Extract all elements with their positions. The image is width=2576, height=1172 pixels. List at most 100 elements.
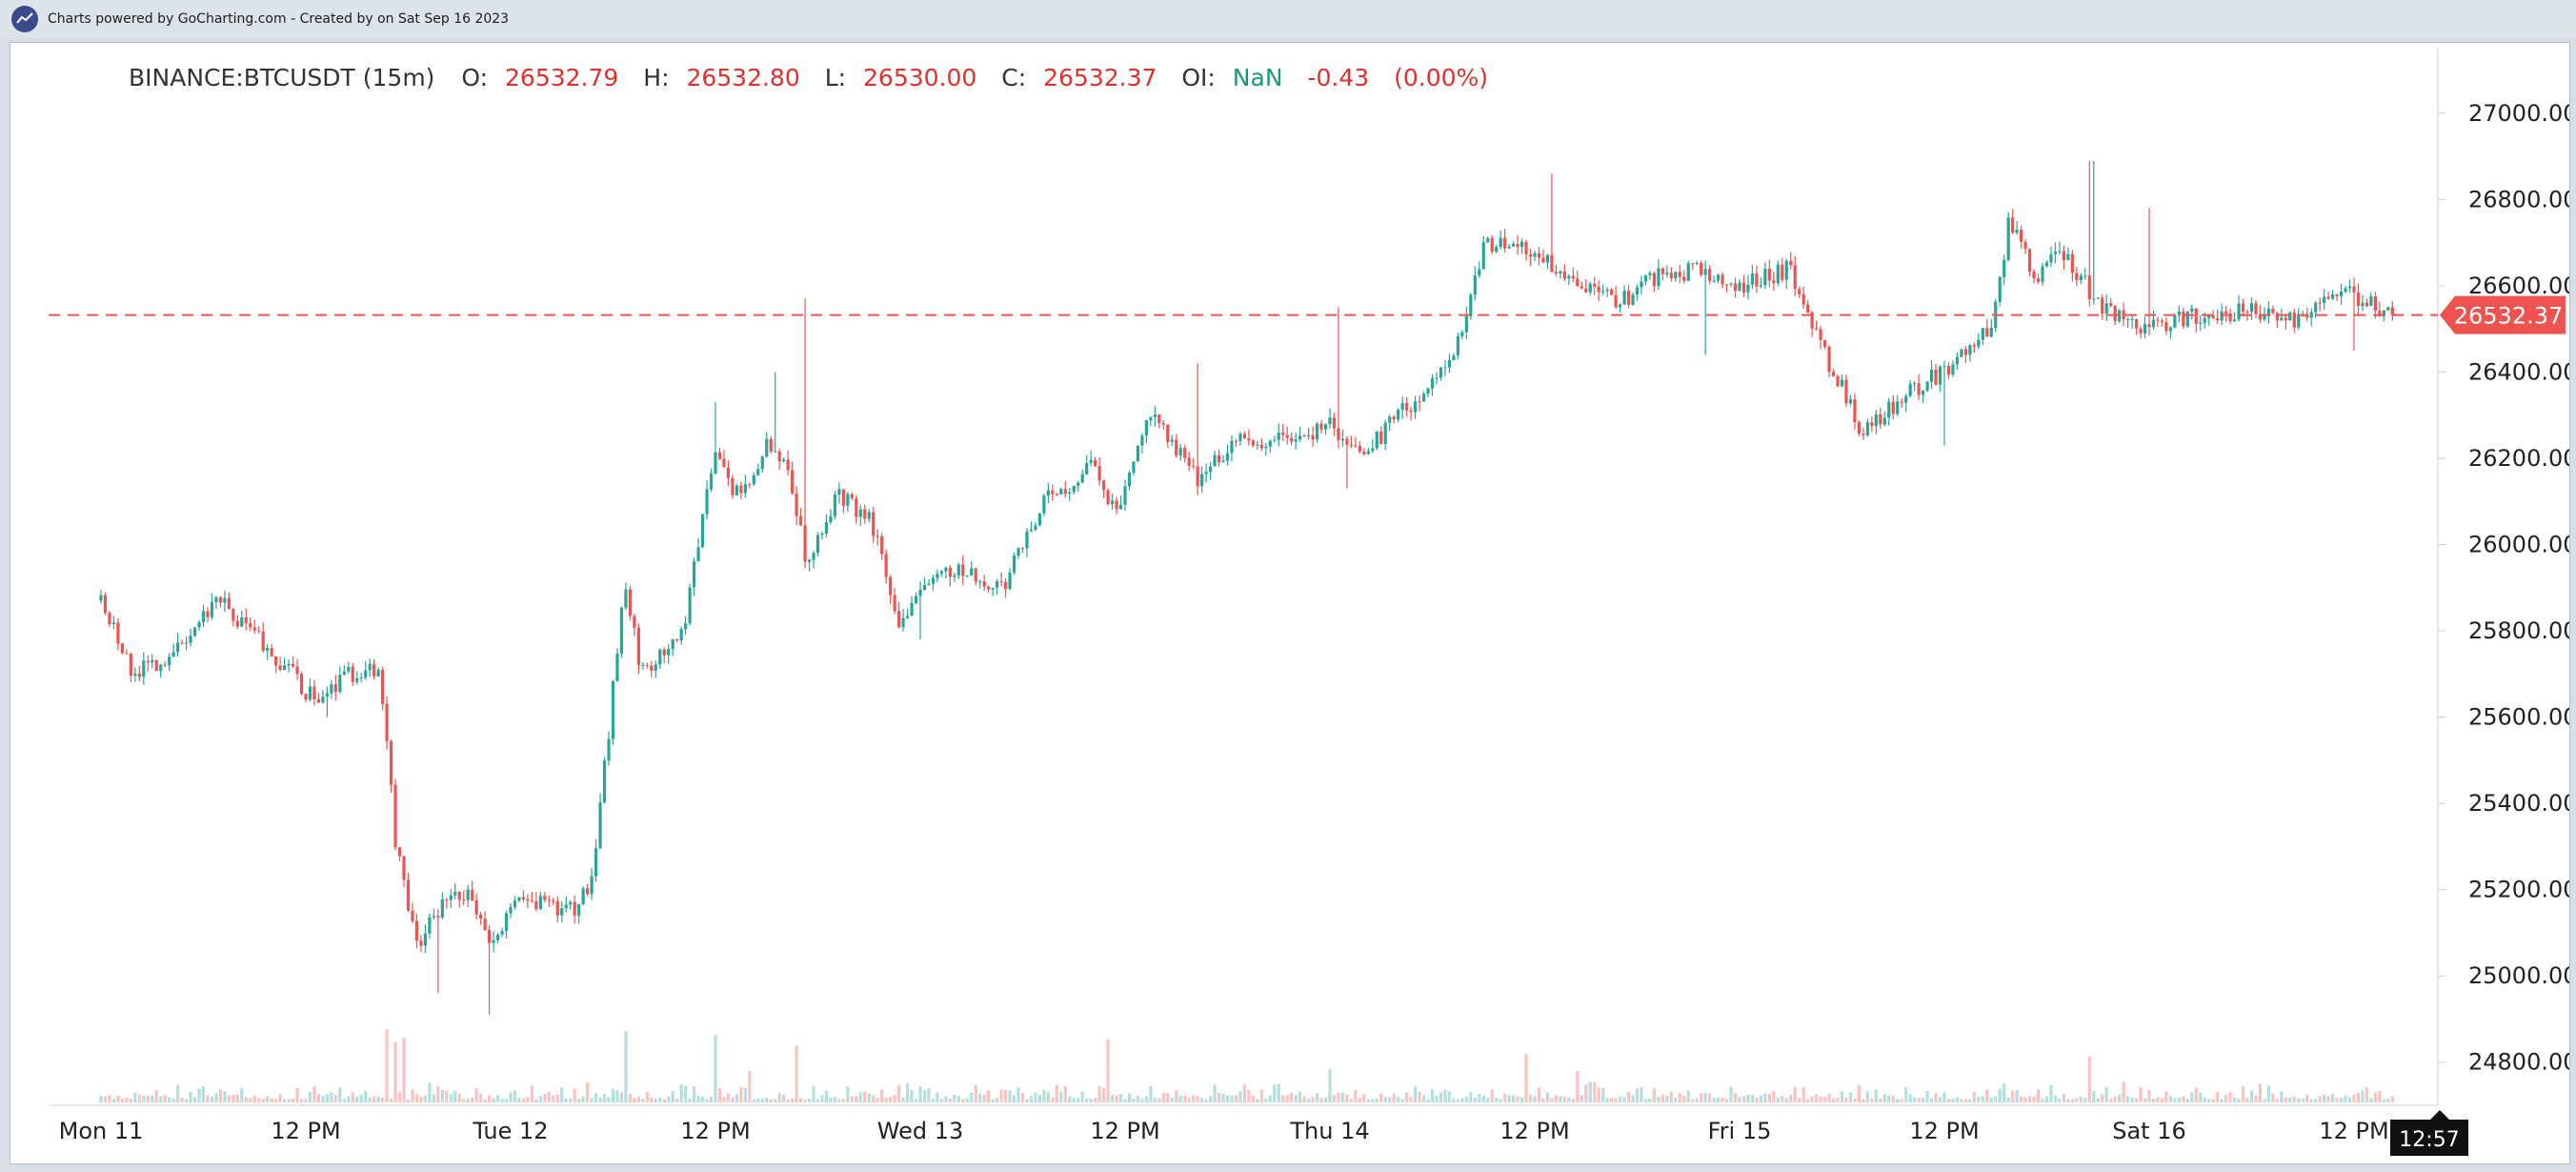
candle-body [2139,328,2143,333]
volume-bar [1610,1098,1614,1102]
candle-body [1034,525,1037,531]
top-bar: Charts powered by GoCharting.com - Creat… [0,0,2576,38]
volume-bar [2075,1098,2079,1102]
candle-body [402,856,406,880]
candle-body [905,616,910,618]
candle-body [2092,298,2096,300]
volume-bar [1388,1097,1392,1102]
candle-body [748,484,752,486]
volume-bar [996,1098,999,1102]
volume-bar [586,1081,590,1102]
volume-bar [2249,1090,2254,1102]
time-tick-label: 12 PM [1909,1118,1979,1144]
volume-bar [1153,1097,1157,1102]
volume-bar [1985,1089,1989,1102]
candle-body [1127,473,1132,487]
candle-body [1225,453,1230,461]
candle-body [974,568,977,582]
candle-body [1042,495,1046,514]
volume-bar [901,1097,905,1102]
candle-body [1857,422,1862,434]
volume-bar [1870,1098,1874,1102]
candle-body [1337,428,1340,441]
candle-body [1439,367,1443,378]
chart-panel[interactable]: 27000.00 26800.00 26600.00 26400.00 26200.00… [10,42,2576,1164]
volume-bar [547,1091,551,1102]
candle-body [1917,383,1921,395]
candle-body [624,589,628,608]
volume-bar [1865,1091,1869,1102]
candle-body [2109,303,2113,307]
volume-bar [2390,1096,2394,1102]
volume-bar [1913,1097,1917,1102]
candle-body [2378,311,2382,316]
volume-bar [1746,1094,1750,1102]
volume-bar [2224,1094,2228,1102]
volume-bar [1717,1097,1721,1102]
volume-bar [1149,1085,1153,1102]
candle-body [189,636,192,643]
gocharting-logo-icon[interactable] [11,6,38,32]
candle-body [1674,272,1678,279]
candle-body [111,622,116,625]
candle-body [774,451,777,453]
volume-bar [756,1098,760,1102]
candle-body [2126,319,2130,321]
candle-body [1016,548,1020,556]
candle-body [1622,291,1626,305]
volume-bar [2182,1096,2185,1102]
candle-body [2160,320,2164,323]
candle-body [1452,355,1456,361]
candle-body [1247,438,1251,441]
volume-bar [1879,1099,1882,1102]
high-label: H: [643,64,669,91]
volume-bar [1776,1097,1780,1102]
volume-bar [752,1099,755,1102]
candle-body [1003,581,1008,590]
price-axis[interactable] [49,49,2439,1106]
volume-bar [1499,1099,1502,1102]
candlestick-chart[interactable]: 27000.00 26800.00 26600.00 26400.00 26200.00… [10,43,2576,1163]
candle-body [2023,241,2027,250]
volume-bar [820,1095,824,1102]
candle-body [897,611,901,628]
candle-body [1887,401,1891,418]
volume-bar [1622,1097,1626,1102]
volume-bar [1307,1099,1311,1102]
candle-body [1383,422,1387,445]
candle-body [316,698,321,703]
volume-bar [257,1098,261,1102]
price-tick-label: 26600.00 [2468,273,2569,299]
candle-body [1469,294,1473,316]
last-price-tag[interactable]: 26532.37 [2440,295,2566,334]
volume-bar [453,1090,457,1102]
volume-bar [1819,1096,1822,1102]
volume-bar [914,1099,918,1102]
candle-body [385,703,389,741]
candle-body [530,900,533,902]
volume-bar [1626,1092,1631,1102]
volume-bar [414,1094,419,1102]
volume-bar [1486,1098,1490,1102]
candle-body [1273,439,1277,441]
candle-body [996,581,999,588]
candle-body [1192,466,1196,468]
volume-bar [1998,1088,2002,1102]
candle-body [1700,262,1703,275]
volume-bar [1836,1098,1840,1102]
candle-body [1435,377,1439,379]
time-tick-label: Wed 13 [877,1118,964,1144]
candle-body [982,581,986,587]
candle-body [2087,275,2091,299]
candle-body [846,494,850,506]
candle-body [1123,486,1127,505]
volume-bar [1285,1095,1289,1102]
candle-body [636,627,640,666]
volume-bar [1503,1094,1507,1102]
candle-body [961,564,965,576]
candle-body [1328,417,1332,425]
volume-bar [798,1098,803,1102]
volume-bar [445,1090,449,1102]
volume-bar [129,1099,132,1102]
candle-body [1593,283,1597,287]
